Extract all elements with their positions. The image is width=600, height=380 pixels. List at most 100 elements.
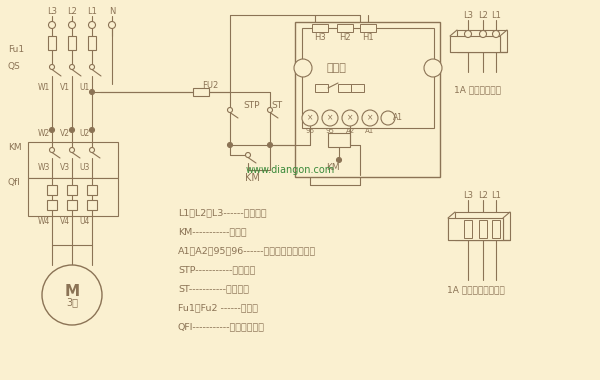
Text: A2: A2 bbox=[346, 128, 355, 134]
Text: 96: 96 bbox=[305, 128, 314, 134]
Text: Fu1、Fu2 ------燕断器: Fu1、Fu2 ------燕断器 bbox=[178, 304, 258, 312]
Text: ST: ST bbox=[271, 100, 283, 109]
Circle shape bbox=[49, 22, 56, 28]
Bar bbox=[87, 185, 97, 195]
Bar bbox=[492, 220, 500, 238]
Circle shape bbox=[89, 147, 95, 152]
Text: A1、A2、95、96------保护器接线端子号码: A1、A2、95、96------保护器接线端子号码 bbox=[178, 247, 316, 255]
Bar bbox=[337, 24, 353, 32]
Text: W4: W4 bbox=[38, 217, 50, 226]
Circle shape bbox=[268, 108, 272, 112]
Text: W2: W2 bbox=[38, 130, 50, 138]
Circle shape bbox=[381, 111, 395, 125]
Circle shape bbox=[493, 30, 499, 38]
Bar bbox=[351, 84, 364, 92]
Circle shape bbox=[245, 152, 251, 157]
Circle shape bbox=[70, 128, 74, 133]
Circle shape bbox=[109, 22, 115, 28]
Circle shape bbox=[464, 30, 472, 38]
Text: V2: V2 bbox=[60, 130, 70, 138]
Bar bbox=[479, 220, 487, 238]
Text: A1: A1 bbox=[365, 128, 374, 134]
Text: 1A 以下各相三次穿心: 1A 以下各相三次穿心 bbox=[447, 285, 505, 294]
Text: L2: L2 bbox=[478, 11, 488, 21]
Bar bbox=[457, 30, 507, 52]
Text: Fu1: Fu1 bbox=[8, 46, 24, 54]
Circle shape bbox=[89, 90, 95, 95]
Circle shape bbox=[337, 157, 341, 163]
Circle shape bbox=[322, 110, 338, 126]
Text: L1: L1 bbox=[87, 8, 97, 16]
Circle shape bbox=[424, 59, 442, 77]
Text: W3: W3 bbox=[38, 163, 50, 173]
Text: L3: L3 bbox=[463, 192, 473, 201]
Text: 3～: 3～ bbox=[66, 297, 78, 307]
Text: QFl-----------电动机保护器: QFl-----------电动机保护器 bbox=[178, 323, 265, 331]
Text: KM-----------接触器: KM-----------接触器 bbox=[178, 228, 247, 236]
Circle shape bbox=[70, 65, 74, 70]
Text: H2: H2 bbox=[339, 33, 351, 41]
Bar bbox=[455, 212, 510, 240]
Text: STP: STP bbox=[244, 100, 260, 109]
Circle shape bbox=[89, 128, 95, 133]
Bar bbox=[28, 142, 118, 178]
Circle shape bbox=[294, 59, 312, 77]
Circle shape bbox=[227, 142, 233, 147]
Circle shape bbox=[362, 110, 378, 126]
Bar bbox=[448, 218, 503, 240]
Circle shape bbox=[42, 265, 102, 325]
Bar bbox=[88, 36, 96, 50]
Text: L1、L2、L3------三相电源: L1、L2、L3------三相电源 bbox=[178, 209, 266, 217]
Text: ST-----------启动按鈕: ST-----------启动按鈕 bbox=[178, 285, 249, 293]
Text: ×: × bbox=[327, 114, 333, 122]
Bar bbox=[338, 84, 351, 92]
Bar bbox=[48, 36, 56, 50]
Circle shape bbox=[268, 142, 272, 147]
Bar bbox=[28, 178, 118, 216]
Bar bbox=[47, 200, 57, 210]
Circle shape bbox=[68, 22, 76, 28]
Text: STP-----------停止按鈕: STP-----------停止按鈕 bbox=[178, 266, 256, 274]
Text: Qfl: Qfl bbox=[8, 179, 21, 187]
Text: L2: L2 bbox=[478, 192, 488, 201]
Text: M: M bbox=[64, 283, 80, 299]
Bar bbox=[295, 22, 440, 177]
Text: L1: L1 bbox=[491, 192, 501, 201]
Bar bbox=[87, 200, 97, 210]
Text: ×: × bbox=[347, 114, 353, 122]
Bar bbox=[193, 88, 209, 96]
Text: V4: V4 bbox=[60, 217, 70, 226]
Circle shape bbox=[49, 128, 55, 133]
Bar bbox=[328, 133, 350, 147]
Circle shape bbox=[302, 110, 318, 126]
Text: FU2: FU2 bbox=[202, 81, 218, 90]
Bar bbox=[47, 185, 57, 195]
Text: KM: KM bbox=[8, 144, 22, 152]
Circle shape bbox=[89, 65, 95, 70]
Bar bbox=[315, 84, 328, 92]
Text: N: N bbox=[109, 8, 115, 16]
Bar bbox=[67, 200, 77, 210]
Text: KM: KM bbox=[326, 163, 340, 173]
Text: H1: H1 bbox=[362, 33, 374, 41]
Bar bbox=[312, 24, 328, 32]
Circle shape bbox=[70, 147, 74, 152]
Bar bbox=[360, 24, 376, 32]
Text: U3: U3 bbox=[80, 163, 90, 173]
Circle shape bbox=[227, 108, 233, 112]
Text: QS: QS bbox=[8, 62, 21, 71]
Text: L3: L3 bbox=[463, 11, 473, 21]
Text: 1A 以上一次穿心: 1A 以上一次穿心 bbox=[454, 86, 500, 95]
Bar bbox=[302, 28, 434, 128]
Bar bbox=[464, 220, 472, 238]
Text: L3: L3 bbox=[47, 8, 57, 16]
Circle shape bbox=[49, 65, 55, 70]
Text: KM: KM bbox=[245, 173, 259, 183]
Text: 95: 95 bbox=[326, 128, 334, 134]
Bar bbox=[67, 185, 77, 195]
Text: V1: V1 bbox=[60, 84, 70, 92]
Text: U4: U4 bbox=[80, 217, 90, 226]
Text: L2: L2 bbox=[67, 8, 77, 16]
Text: V3: V3 bbox=[60, 163, 70, 173]
Bar bbox=[68, 36, 76, 50]
